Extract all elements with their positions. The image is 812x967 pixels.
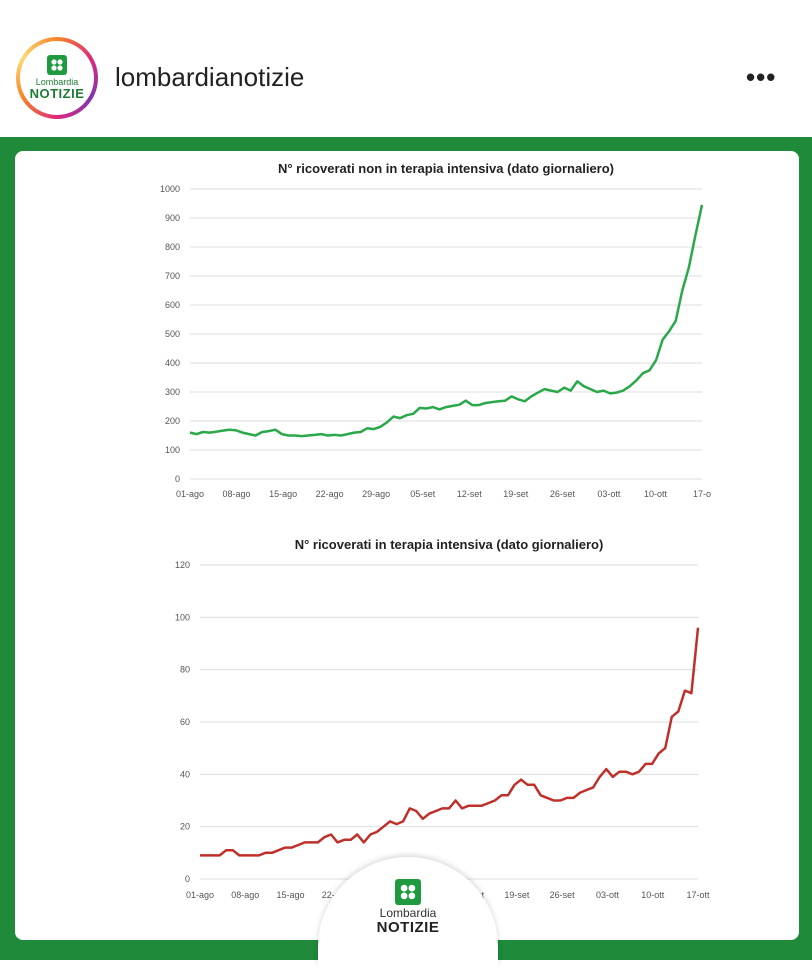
y-tick-label: 0 (185, 874, 190, 884)
y-tick-label: 20 (180, 822, 190, 832)
y-tick-label: 700 (165, 271, 180, 281)
x-tick-label: 15-ago (277, 890, 305, 900)
chart-card: N° ricoverati non in terapia intensiva (… (15, 151, 799, 940)
clover-icon (47, 55, 67, 75)
x-tick-label: 17-o (693, 489, 711, 499)
x-tick-label: 08-ago (231, 890, 259, 900)
x-tick-label: 26-set (550, 489, 576, 499)
profile-avatar[interactable]: Lombardia NOTIZIE (16, 37, 98, 119)
y-tick-label: 300 (165, 387, 180, 397)
post-header: Lombardia NOTIZIE lombardianotizie ••• (0, 0, 812, 137)
x-tick-label: 17-ott (686, 890, 710, 900)
post-image: N° ricoverati non in terapia intensiva (… (0, 137, 812, 967)
x-tick-label: 12-set (457, 489, 483, 499)
y-tick-label: 200 (165, 416, 180, 426)
clover-icon (395, 879, 421, 905)
y-tick-label: 400 (165, 358, 180, 368)
y-tick-label: 900 (165, 213, 180, 223)
y-tick-label: 100 (165, 445, 180, 455)
chart-non-intensive: N° ricoverati non in terapia intensiva (… (160, 161, 711, 499)
x-tick-label: 01-ago (186, 890, 214, 900)
series-line (189, 204, 704, 438)
x-tick-label: 29-ago (362, 489, 390, 499)
avatar-logo-line1: Lombardia (35, 77, 79, 87)
x-tick-label: 05-set (410, 489, 436, 499)
x-tick-label: 19-set (504, 890, 530, 900)
x-tick-label: 10-ott (641, 890, 665, 900)
x-tick-label: 19-set (503, 489, 529, 499)
y-tick-label: 0 (175, 474, 180, 484)
y-tick-label: 120 (175, 560, 190, 570)
chart-title: N° ricoverati non in terapia intensiva (… (278, 161, 614, 176)
y-tick-label: 60 (180, 717, 190, 727)
y-tick-label: 800 (165, 242, 180, 252)
x-tick-label: 03-ott (596, 890, 620, 900)
x-tick-label: 10-ott (644, 489, 668, 499)
y-tick-label: 600 (165, 300, 180, 310)
y-tick-label: 80 (180, 665, 190, 675)
username-link[interactable]: lombardianotizie (115, 62, 305, 92)
x-tick-label: 01-ago (176, 489, 204, 499)
y-tick-label: 1000 (160, 184, 180, 194)
more-options-button[interactable]: ••• (746, 62, 777, 92)
badge-line2: NOTIZIE (376, 919, 440, 936)
x-tick-label: 22-ago (316, 489, 344, 499)
badge-line1: Lombardia (379, 906, 437, 920)
y-tick-label: 100 (175, 612, 190, 622)
y-tick-label: 500 (165, 329, 180, 339)
x-tick-label: 03-ott (597, 489, 621, 499)
avatar-logo: Lombardia NOTIZIE (20, 41, 94, 115)
x-tick-label: 26-set (550, 890, 576, 900)
x-tick-label: 08-ago (223, 489, 251, 499)
avatar-logo-line2: NOTIZIE (29, 86, 85, 101)
chart-title: N° ricoverati in terapia intensiva (dato… (295, 537, 604, 552)
x-tick-label: 15-ago (269, 489, 297, 499)
y-tick-label: 40 (180, 769, 190, 779)
series-line (200, 627, 700, 857)
